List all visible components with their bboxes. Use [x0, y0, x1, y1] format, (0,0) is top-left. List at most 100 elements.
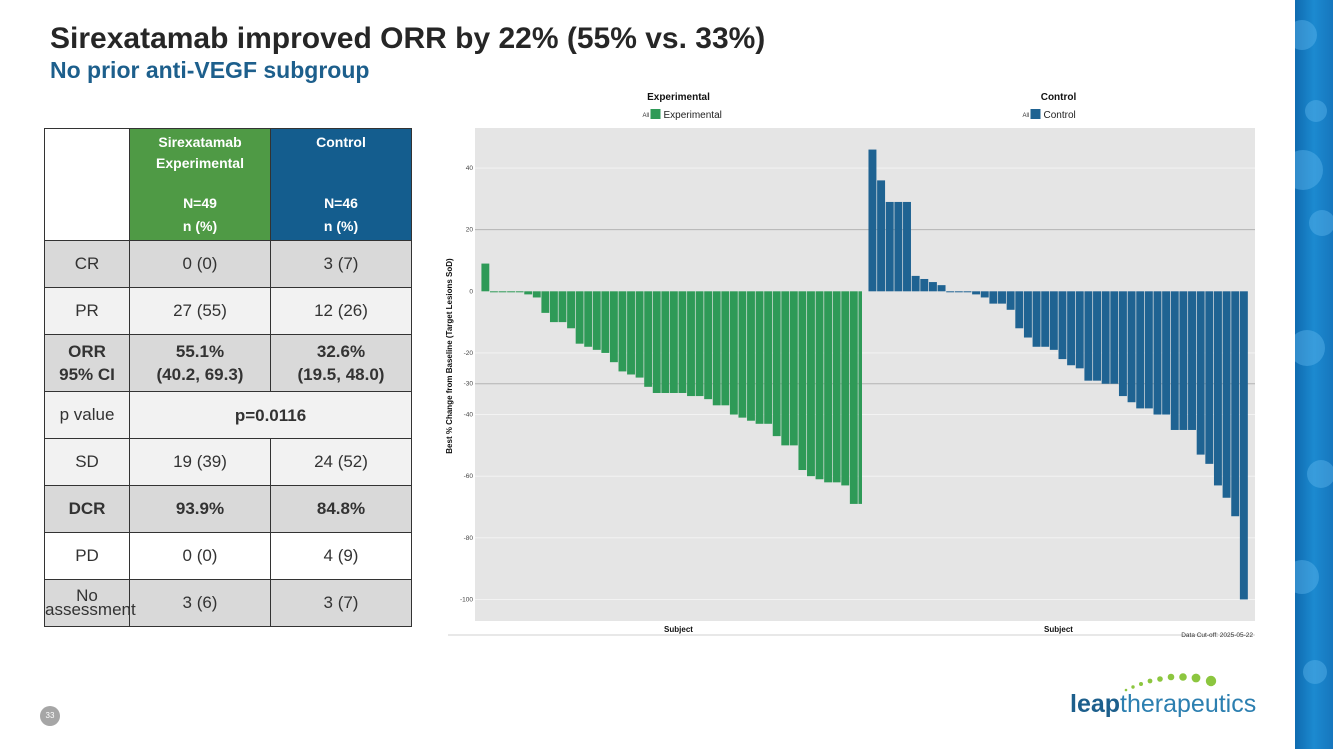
- bar-control: [954, 291, 963, 293]
- bar-experimental: [498, 291, 507, 293]
- y-tick-label: -100: [460, 596, 473, 603]
- bar-experimental: [687, 291, 695, 397]
- response-header: Response: [44, 128, 130, 241]
- bar-control: [1067, 291, 1076, 366]
- experimental-header: Sirexatamab Experimental N=49 n (%): [129, 128, 271, 241]
- response-table: Response Sirexatamab Experimental N=49 n…: [44, 128, 412, 627]
- bar-control: [998, 291, 1006, 304]
- bar-control: [1084, 291, 1093, 381]
- dcr-label: DCR: [44, 485, 130, 533]
- bar-experimental: [524, 291, 533, 295]
- company-logo: leaptherapeutics: [1070, 668, 1260, 728]
- na-exp: 3 (6): [129, 579, 271, 627]
- bar-control: [1041, 291, 1050, 347]
- control-header-name: Control: [316, 134, 366, 150]
- bar-control: [1023, 291, 1032, 338]
- pd-label: PD: [44, 532, 130, 580]
- pr-exp: 27 (55): [129, 287, 271, 335]
- bar-experimental: [721, 291, 730, 406]
- bar-control: [1093, 291, 1101, 381]
- y-tick-label: -60: [464, 473, 474, 480]
- bar-experimental: [669, 291, 678, 393]
- table-row-orr: ORR 95% CI 55.1% (40.2, 69.3) 32.6% (19.…: [44, 334, 412, 392]
- bar-control: [1058, 291, 1067, 360]
- bar-experimental: [635, 291, 644, 378]
- bar-control: [1144, 291, 1153, 409]
- panel-title-control: Control: [1041, 92, 1077, 103]
- bar-experimental: [849, 291, 858, 504]
- orr-exp-value: 55.1%: [175, 342, 225, 361]
- legend-label-experimental: Experimental: [664, 110, 722, 121]
- na-ctl: 3 (7): [270, 579, 412, 627]
- y-tick-label: -20: [464, 350, 474, 357]
- bar-experimental: [652, 291, 661, 393]
- experimental-header-unit: n (%): [182, 218, 218, 234]
- bar-experimental: [729, 291, 738, 415]
- bar-control: [911, 275, 920, 292]
- bar-control: [989, 291, 998, 304]
- pr-label: PR: [44, 287, 130, 335]
- bar-experimental: [507, 291, 516, 293]
- orr-label: ORR 95% CI: [44, 334, 130, 392]
- control-header: Control N=46 n (%): [270, 128, 412, 241]
- page-title: Sirexatamab improved ORR by 22% (55% vs.…: [50, 22, 766, 55]
- panel-experimental: Experimental All Experimental Subject: [475, 92, 882, 634]
- bar-control: [928, 282, 937, 292]
- bar-control: [894, 201, 903, 292]
- legend-all-control: All: [1023, 113, 1030, 119]
- na-label: No assessment: [44, 579, 136, 627]
- orr-label-1: ORR: [68, 342, 106, 361]
- bar-experimental: [592, 291, 601, 350]
- orr-exp: 55.1% (40.2, 69.3): [129, 334, 271, 392]
- sd-exp: 19 (39): [129, 438, 271, 486]
- bar-control: [877, 180, 886, 292]
- panel-background-control: [862, 128, 1255, 621]
- bar-control: [1006, 291, 1015, 310]
- bar-experimental: [824, 291, 833, 483]
- bar-control: [868, 149, 877, 292]
- bar-experimental: [678, 291, 687, 393]
- bar-control: [1015, 291, 1024, 329]
- table-row-cr: CR 0 (0) 3 (7): [44, 240, 412, 288]
- pvalue-label: p value: [44, 391, 130, 439]
- bar-control: [1231, 291, 1240, 517]
- bar-control: [1196, 291, 1205, 455]
- orr-ctl: 32.6% (19.5, 48.0): [270, 334, 412, 392]
- orr-label-2: 95% CI: [59, 365, 115, 384]
- bar-experimental: [738, 291, 747, 418]
- experimental-header-name: Sirexatamab Experimental: [156, 134, 244, 171]
- legend-all-experimental: All: [643, 113, 650, 119]
- pd-exp: 0 (0): [129, 532, 271, 580]
- bar-experimental: [609, 291, 618, 363]
- bar-control: [972, 291, 981, 295]
- right-decorative-bar: [1295, 0, 1333, 749]
- bar-experimental: [832, 291, 841, 483]
- cr-ctl: 3 (7): [270, 240, 412, 288]
- bar-control: [1049, 291, 1058, 350]
- page-subtitle: No prior anti-VEGF subgroup: [50, 57, 370, 83]
- bar-control: [1222, 291, 1231, 498]
- y-tick-label: -30: [464, 381, 474, 388]
- bar-experimental: [781, 291, 790, 446]
- bar-experimental: [489, 291, 498, 293]
- bar-experimental: [661, 291, 670, 393]
- orr-exp-ci: (40.2, 69.3): [156, 365, 244, 384]
- bar-control: [1032, 291, 1041, 347]
- bar-experimental: [764, 291, 773, 424]
- bar-experimental: [549, 291, 558, 323]
- bar-control: [885, 201, 894, 292]
- control-header-n: N=46: [324, 195, 358, 211]
- dcr-ctl: 84.8%: [270, 485, 412, 533]
- bar-experimental: [772, 291, 781, 437]
- sd-label: SD: [44, 438, 130, 486]
- bar-control: [1213, 291, 1222, 486]
- bar-control: [1162, 291, 1171, 415]
- bar-experimental: [695, 291, 704, 397]
- sd-ctl: 24 (52): [270, 438, 412, 486]
- dcr-exp: 93.9%: [129, 485, 271, 533]
- bar-experimental: [627, 291, 635, 375]
- orr-ctl-ci: (19.5, 48.0): [297, 365, 385, 384]
- bar-control: [1179, 291, 1188, 430]
- table-row-pr: PR 27 (55) 12 (26): [44, 287, 412, 335]
- table-row-pvalue: p value p=0.0116: [44, 391, 412, 439]
